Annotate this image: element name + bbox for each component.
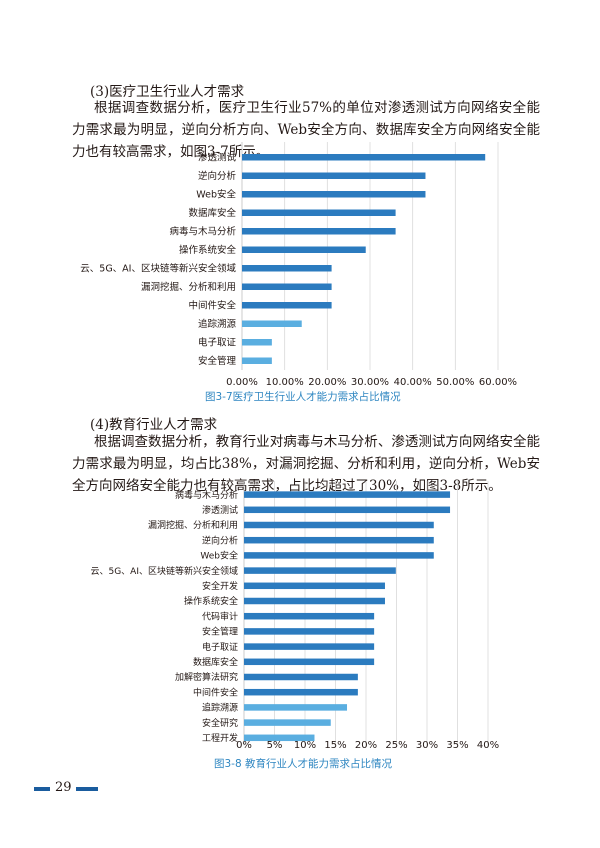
category-label: 中间件安全 bbox=[193, 686, 238, 698]
x-tick-label: 60.00% bbox=[479, 377, 517, 388]
category-label: 病毒与木马分析 bbox=[175, 489, 238, 501]
x-tick-label: 10.00% bbox=[266, 377, 304, 388]
category-label: 云、5G、AI、区块链等新兴安全领域 bbox=[80, 263, 236, 275]
page-number: 29 bbox=[55, 780, 72, 795]
category-label: 中间件安全 bbox=[188, 300, 236, 312]
bar bbox=[242, 302, 332, 309]
bar bbox=[242, 246, 366, 253]
bar bbox=[244, 628, 375, 635]
x-tick-label: 25% bbox=[385, 740, 407, 751]
category-label: 安全开发 bbox=[202, 580, 238, 592]
x-tick-label: 0.00% bbox=[226, 377, 258, 388]
x-tick-label: 35% bbox=[446, 740, 468, 751]
category-label: 操作系统安全 bbox=[179, 244, 237, 256]
category-label: 加解密算法研究 bbox=[175, 671, 238, 683]
category-label: Web安全 bbox=[196, 189, 236, 201]
category-label: 漏洞挖掘、分析和利用 bbox=[141, 281, 236, 293]
paragraph-healthcare: 根据调查数据分析，医疗卫生行业57%的单位对渗透测试方向网络安全能力需求最为明显… bbox=[72, 100, 540, 160]
bar bbox=[244, 673, 358, 681]
bar bbox=[244, 491, 451, 498]
x-tick-label: 50.00% bbox=[436, 377, 474, 388]
bar bbox=[242, 283, 332, 290]
category-label: 安全研究 bbox=[202, 717, 238, 729]
bar bbox=[244, 643, 375, 650]
category-label: 追踪溯源 bbox=[198, 318, 237, 330]
bar bbox=[242, 172, 426, 179]
bar bbox=[244, 536, 434, 544]
bar bbox=[244, 506, 451, 514]
paragraph-education: 根据调查数据分析，教育行业对病毒与木马分析、渗透测试方向网络安全能力需求最为明显… bbox=[72, 434, 540, 494]
category-label: 病毒与木马分析 bbox=[169, 226, 236, 238]
bar bbox=[242, 265, 332, 272]
category-label: 数据库安全 bbox=[193, 656, 238, 668]
x-tick-label: 40% bbox=[477, 740, 499, 751]
category-label: 渗透测试 bbox=[202, 504, 238, 516]
bar bbox=[242, 339, 272, 346]
bar bbox=[244, 612, 375, 620]
bar bbox=[242, 357, 272, 364]
category-label: 云、5G、AI、区块链等新兴安全领域 bbox=[90, 565, 238, 577]
x-tick-label: 20.00% bbox=[308, 377, 346, 388]
bar bbox=[242, 320, 302, 327]
bar bbox=[244, 658, 375, 666]
x-tick-label: 30.00% bbox=[351, 377, 389, 388]
category-label: 电子取证 bbox=[198, 337, 237, 349]
bar bbox=[244, 719, 331, 726]
bar bbox=[244, 688, 358, 696]
category-label: 逆向分析 bbox=[198, 170, 237, 182]
bar bbox=[242, 209, 396, 216]
category-label: 操作系统安全 bbox=[184, 595, 238, 607]
category-label: 安全管理 bbox=[202, 626, 238, 638]
bar bbox=[242, 191, 426, 198]
x-tick-label: 20% bbox=[355, 740, 377, 751]
category-label: 逆向分析 bbox=[202, 534, 238, 546]
x-tick-label: 40.00% bbox=[394, 377, 432, 388]
category-label: 漏洞挖掘、分析和利用 bbox=[148, 519, 238, 531]
bar bbox=[244, 582, 385, 590]
bar bbox=[244, 552, 434, 559]
category-label: 工程开发 bbox=[202, 732, 238, 744]
category-label: 渗透测试 bbox=[198, 152, 237, 164]
bar bbox=[244, 521, 434, 529]
category-label: 追踪溯源 bbox=[202, 702, 238, 714]
category-label: 电子取证 bbox=[202, 641, 238, 653]
category-label: 数据库安全 bbox=[188, 207, 236, 219]
category-label: 安全管理 bbox=[198, 355, 237, 367]
x-tick-label: 15% bbox=[324, 740, 346, 751]
footer-bar-right bbox=[76, 787, 98, 791]
bar bbox=[244, 704, 348, 711]
x-tick-label: 10% bbox=[294, 740, 316, 751]
category-label: Web安全 bbox=[200, 550, 238, 562]
bar bbox=[244, 734, 315, 742]
bar bbox=[244, 567, 396, 574]
x-tick-label: 5% bbox=[267, 740, 283, 751]
footer-bar-left bbox=[34, 787, 50, 791]
bar bbox=[242, 228, 396, 235]
bar bbox=[244, 597, 385, 605]
section-heading-healthcare: (3)医疗卫生行业人才需求 bbox=[90, 84, 245, 100]
figure-caption-3-8: 图3-8 教育行业人才能力需求占比情况 bbox=[214, 758, 392, 770]
x-tick-label: 30% bbox=[416, 740, 438, 751]
category-label: 代码审计 bbox=[202, 610, 238, 622]
figure-caption-3-7: 图3-7医疗卫生行业人才能力需求占比情况 bbox=[205, 391, 401, 403]
bar bbox=[242, 154, 486, 161]
x-tick-label: 0% bbox=[236, 740, 252, 751]
section-heading-education: (4)教育行业人才需求 bbox=[90, 417, 218, 433]
